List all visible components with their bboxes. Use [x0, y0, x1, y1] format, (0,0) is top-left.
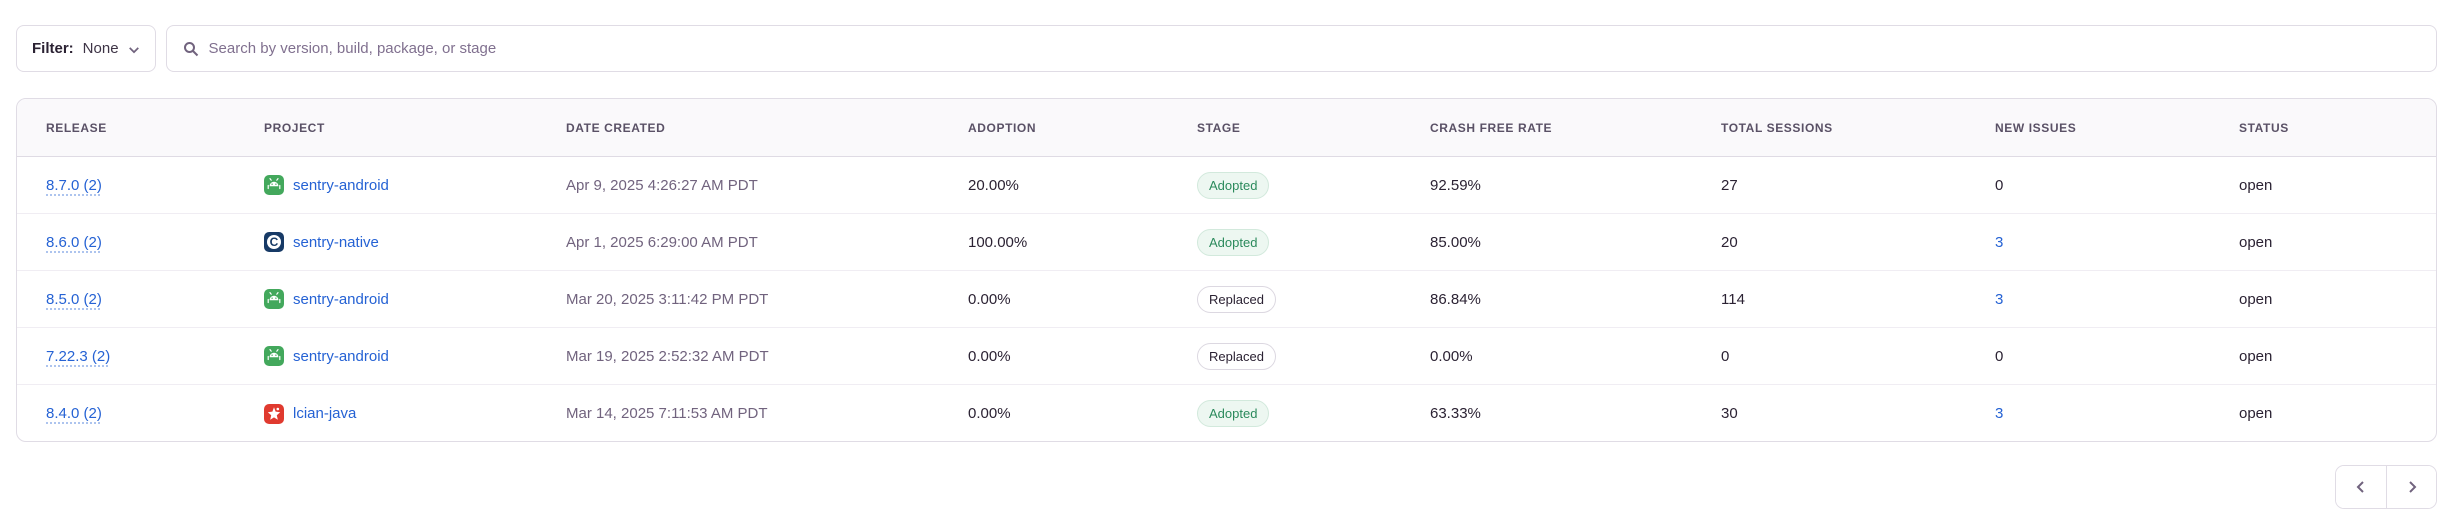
total-sessions-cell: 20 — [1721, 233, 1738, 251]
adoption-cell: 20.00% — [968, 176, 1019, 194]
c-icon: C — [264, 232, 284, 252]
status-cell: open — [2239, 347, 2273, 365]
date-created-cell: Mar 19, 2025 2:52:32 AM PDT — [566, 347, 769, 365]
previous-page-button[interactable] — [2336, 466, 2386, 508]
column-header-total-sessions: Total Sessions — [1721, 120, 1833, 135]
project-link[interactable]: sentry-android — [293, 290, 389, 308]
release-link[interactable]: 8.5.0 (2) — [46, 290, 102, 308]
total-sessions-cell: 114 — [1721, 290, 1745, 308]
adoption-cell: 0.00% — [968, 290, 1011, 308]
search-icon — [183, 41, 198, 56]
java-icon — [264, 403, 284, 424]
adoption-cell: 0.00% — [968, 405, 1011, 422]
crash-free-rate-cell: 92.59% — [1430, 176, 1481, 194]
filter-label: Filter: — [32, 40, 74, 57]
android-icon — [264, 289, 284, 309]
column-header-date-created: Date Created — [566, 120, 666, 135]
filter-value: None — [82, 40, 119, 57]
total-sessions-cell: 27 — [1721, 176, 1738, 194]
next-page-button[interactable] — [2386, 466, 2436, 508]
new-issues-link[interactable]: 3 — [1995, 233, 2004, 251]
release-link[interactable]: 7.22.3 (2) — [46, 347, 111, 365]
status-cell: open — [2239, 176, 2273, 194]
table-row: 8.5.0 (2) sentry-android Mar 20, 2025 3:11… — [17, 271, 2436, 328]
filter-dropdown-button[interactable]: Filter: None — [16, 25, 156, 72]
stage-badge: Adopted — [1197, 400, 1270, 427]
stage-badge: Replaced — [1197, 285, 1276, 313]
chevron-down-icon — [128, 46, 139, 53]
search-bar[interactable] — [165, 25, 2437, 72]
new-issues-link[interactable]: 3 — [1995, 405, 2004, 422]
status-cell: open — [2239, 233, 2273, 251]
chevron-right-icon — [2408, 481, 2416, 493]
release-link[interactable]: 8.7.0 (2) — [46, 176, 102, 194]
column-header-crash-free-rate: Crash Free Rate — [1430, 120, 1553, 135]
search-input[interactable] — [208, 40, 2420, 57]
android-icon — [264, 175, 284, 195]
column-header-status: Status — [2239, 120, 2289, 135]
toolbar: Filter: None — [16, 25, 2437, 72]
column-header-project: Project — [264, 120, 325, 135]
project-link[interactable]: sentry-android — [293, 347, 389, 365]
new-issues-cell: 0 — [1995, 347, 2004, 365]
column-header-new-issues: New Issues — [1995, 120, 2077, 135]
crash-free-rate-cell: 86.84% — [1430, 290, 1481, 308]
column-header-stage: Stage — [1197, 120, 1241, 135]
date-created-cell: Apr 1, 2025 6:29:00 AM PDT — [566, 233, 758, 251]
android-icon — [264, 346, 284, 366]
crash-free-rate-cell: 0.00% — [1430, 347, 1473, 365]
table-header-row: Release Project Date Created Adoption Stage C… — [17, 99, 2436, 157]
release-link[interactable]: 8.4.0 (2) — [46, 405, 102, 422]
table-row: 8.7.0 (2) sentry-android Apr 9, 2025 4:26:… — [17, 157, 2436, 214]
stage-badge: Adopted — [1197, 171, 1270, 199]
status-cell: open — [2239, 290, 2273, 308]
table-row: 8.4.0 (2) lcian-java Mar 14, 2025 7:11:53 … — [17, 385, 2436, 441]
table-row: 7.22.3 (2) sentry-android Mar 19, 2025 2:5… — [17, 328, 2436, 385]
total-sessions-cell: 0 — [1721, 347, 1730, 365]
svg-text:C: C — [270, 235, 279, 249]
crash-free-rate-cell: 85.00% — [1430, 233, 1481, 251]
adoption-cell: 0.00% — [968, 347, 1011, 365]
project-link[interactable]: lcian-java — [293, 405, 357, 422]
date-created-cell: Mar 20, 2025 3:11:42 PM PDT — [566, 290, 769, 308]
stage-badge: Replaced — [1197, 342, 1276, 370]
column-header-release: Release — [46, 120, 107, 135]
stage-badge: Adopted — [1197, 228, 1270, 256]
new-issues-cell: 0 — [1995, 176, 2004, 194]
column-header-adoption: Adoption — [968, 120, 1037, 135]
status-cell: open — [2239, 405, 2273, 422]
total-sessions-cell: 30 — [1721, 405, 1738, 422]
release-link[interactable]: 8.6.0 (2) — [46, 233, 102, 251]
pagination — [2335, 465, 2437, 509]
date-created-cell: Mar 14, 2025 7:11:53 AM PDT — [566, 405, 768, 422]
crash-free-rate-cell: 63.33% — [1430, 405, 1481, 422]
adoption-cell: 100.00% — [968, 233, 1028, 251]
chevron-left-icon — [2356, 481, 2364, 493]
table-body: 8.7.0 (2) sentry-android Apr 9, 2025 4:26:… — [17, 157, 2436, 441]
project-link[interactable]: sentry-android — [293, 176, 389, 194]
releases-table: Release Project Date Created Adoption Stage C… — [16, 98, 2437, 442]
project-link[interactable]: sentry-native — [293, 233, 379, 251]
new-issues-link[interactable]: 3 — [1995, 290, 2004, 308]
date-created-cell: Apr 9, 2025 4:26:27 AM PDT — [566, 176, 758, 194]
